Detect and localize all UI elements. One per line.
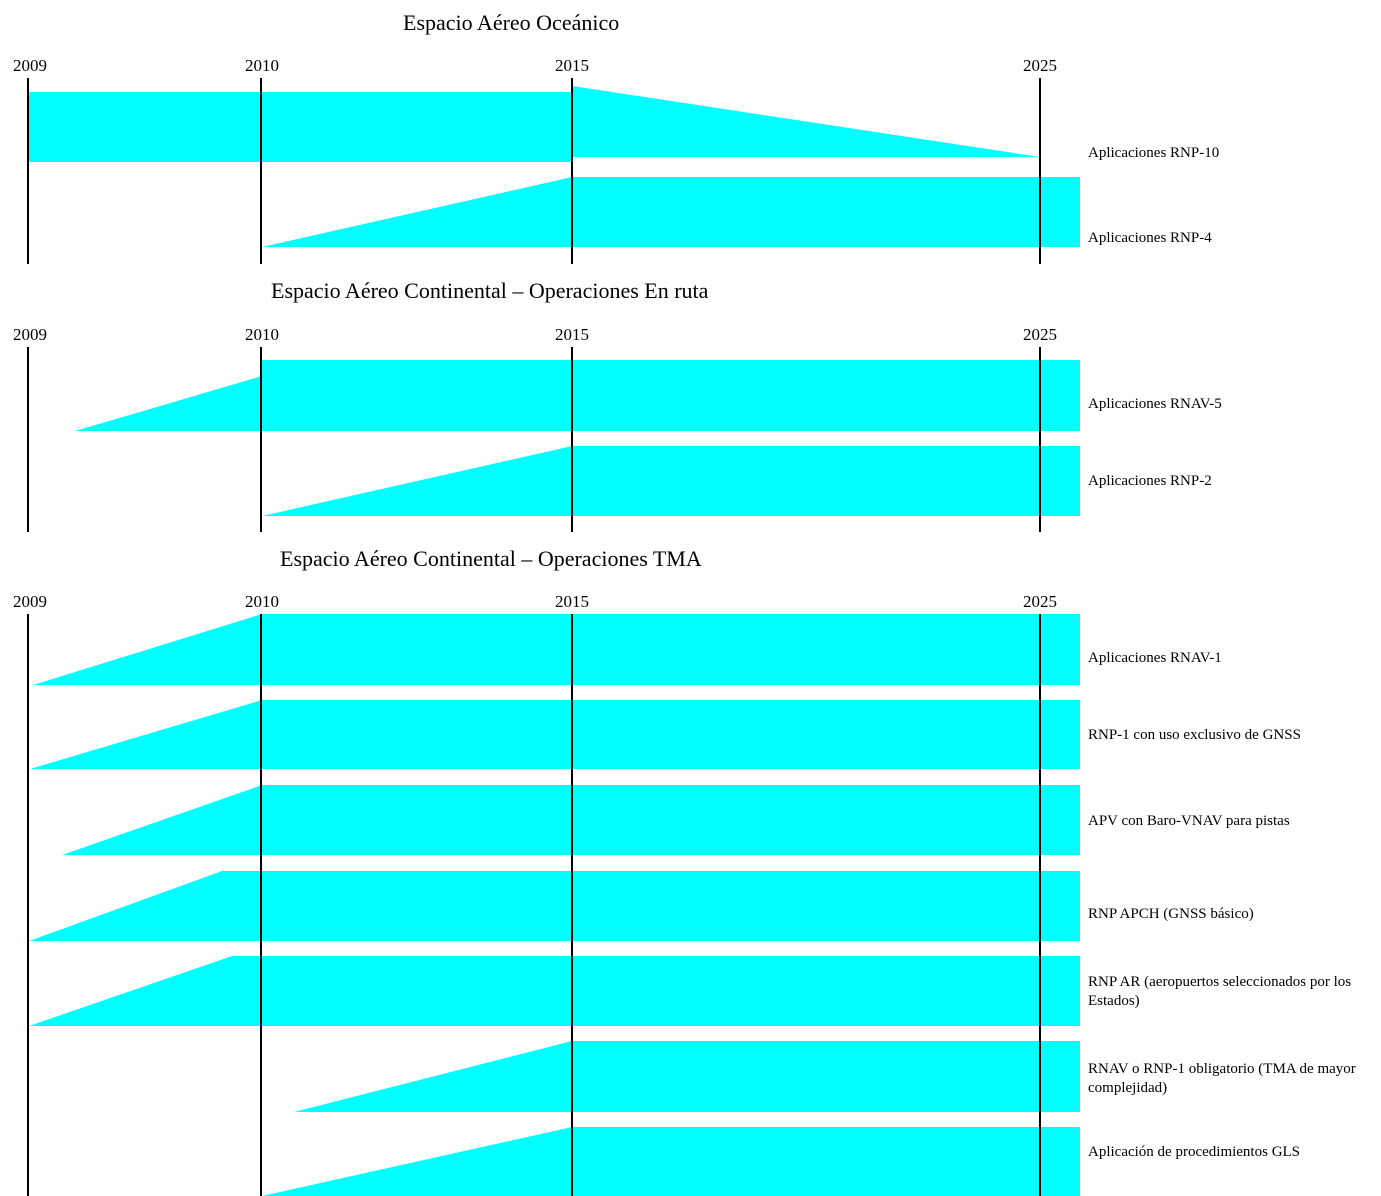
bar-rnp-apch bbox=[29, 871, 1080, 941]
row-label: Aplicaciones RNP-2 bbox=[1088, 473, 1212, 489]
row-label: RNAV o RNP-1 obligatorio (TMA de mayor c… bbox=[1088, 1061, 1356, 1096]
year-label: 2025 bbox=[1023, 56, 1057, 75]
bar-rnp4 bbox=[262, 177, 1080, 247]
row-label: RNP-1 con uso exclusivo de GNSS bbox=[1088, 727, 1301, 743]
bar-rnp10 bbox=[28, 86, 1040, 162]
row-label: Aplicaciones RNAV-1 bbox=[1088, 650, 1222, 666]
bar-rnp-ar bbox=[29, 956, 1080, 1026]
bar-rnav5 bbox=[75, 360, 1080, 431]
bar-rnav-rnp1-mandatory bbox=[294, 1041, 1080, 1112]
section-title-tma: Espacio Aéreo Continental – Operaciones … bbox=[280, 546, 702, 571]
year-label: 2010 bbox=[245, 56, 279, 75]
row-label: RNP APCH (GNSS básico) bbox=[1088, 906, 1254, 922]
year-label: 2009 bbox=[13, 592, 47, 611]
section-title-enroute: Espacio Aéreo Continental – Operaciones … bbox=[271, 278, 709, 303]
year-label: 2015 bbox=[555, 56, 589, 75]
row-label: Aplicaciones RNP-10 bbox=[1088, 145, 1220, 161]
bar-rnp1-gnss bbox=[30, 700, 1080, 769]
bar-rnav1 bbox=[33, 614, 1080, 685]
year-label: 2009 bbox=[13, 56, 47, 75]
bar-gls bbox=[262, 1127, 1080, 1196]
year-label: 2015 bbox=[555, 592, 589, 611]
bar-rnp2 bbox=[262, 446, 1080, 516]
row-label: APV con Baro-VNAV para pistas bbox=[1088, 813, 1290, 829]
year-label: 2025 bbox=[1023, 325, 1057, 344]
row-label: Aplicaciones RNAV-5 bbox=[1088, 396, 1222, 412]
year-label: 2015 bbox=[555, 325, 589, 344]
row-label: RNP AR (aeropuertos seleccionados por lo… bbox=[1088, 974, 1352, 1009]
row-label: Aplicación de procedimientos GLS bbox=[1088, 1144, 1301, 1160]
year-label: 2010 bbox=[245, 592, 279, 611]
row-label: Aplicaciones RNP-4 bbox=[1088, 230, 1212, 246]
year-label: 2009 bbox=[13, 325, 47, 344]
year-label: 2010 bbox=[245, 325, 279, 344]
section-title-oceanic: Espacio Aéreo Oceánico bbox=[403, 10, 620, 35]
year-label: 2025 bbox=[1023, 592, 1057, 611]
